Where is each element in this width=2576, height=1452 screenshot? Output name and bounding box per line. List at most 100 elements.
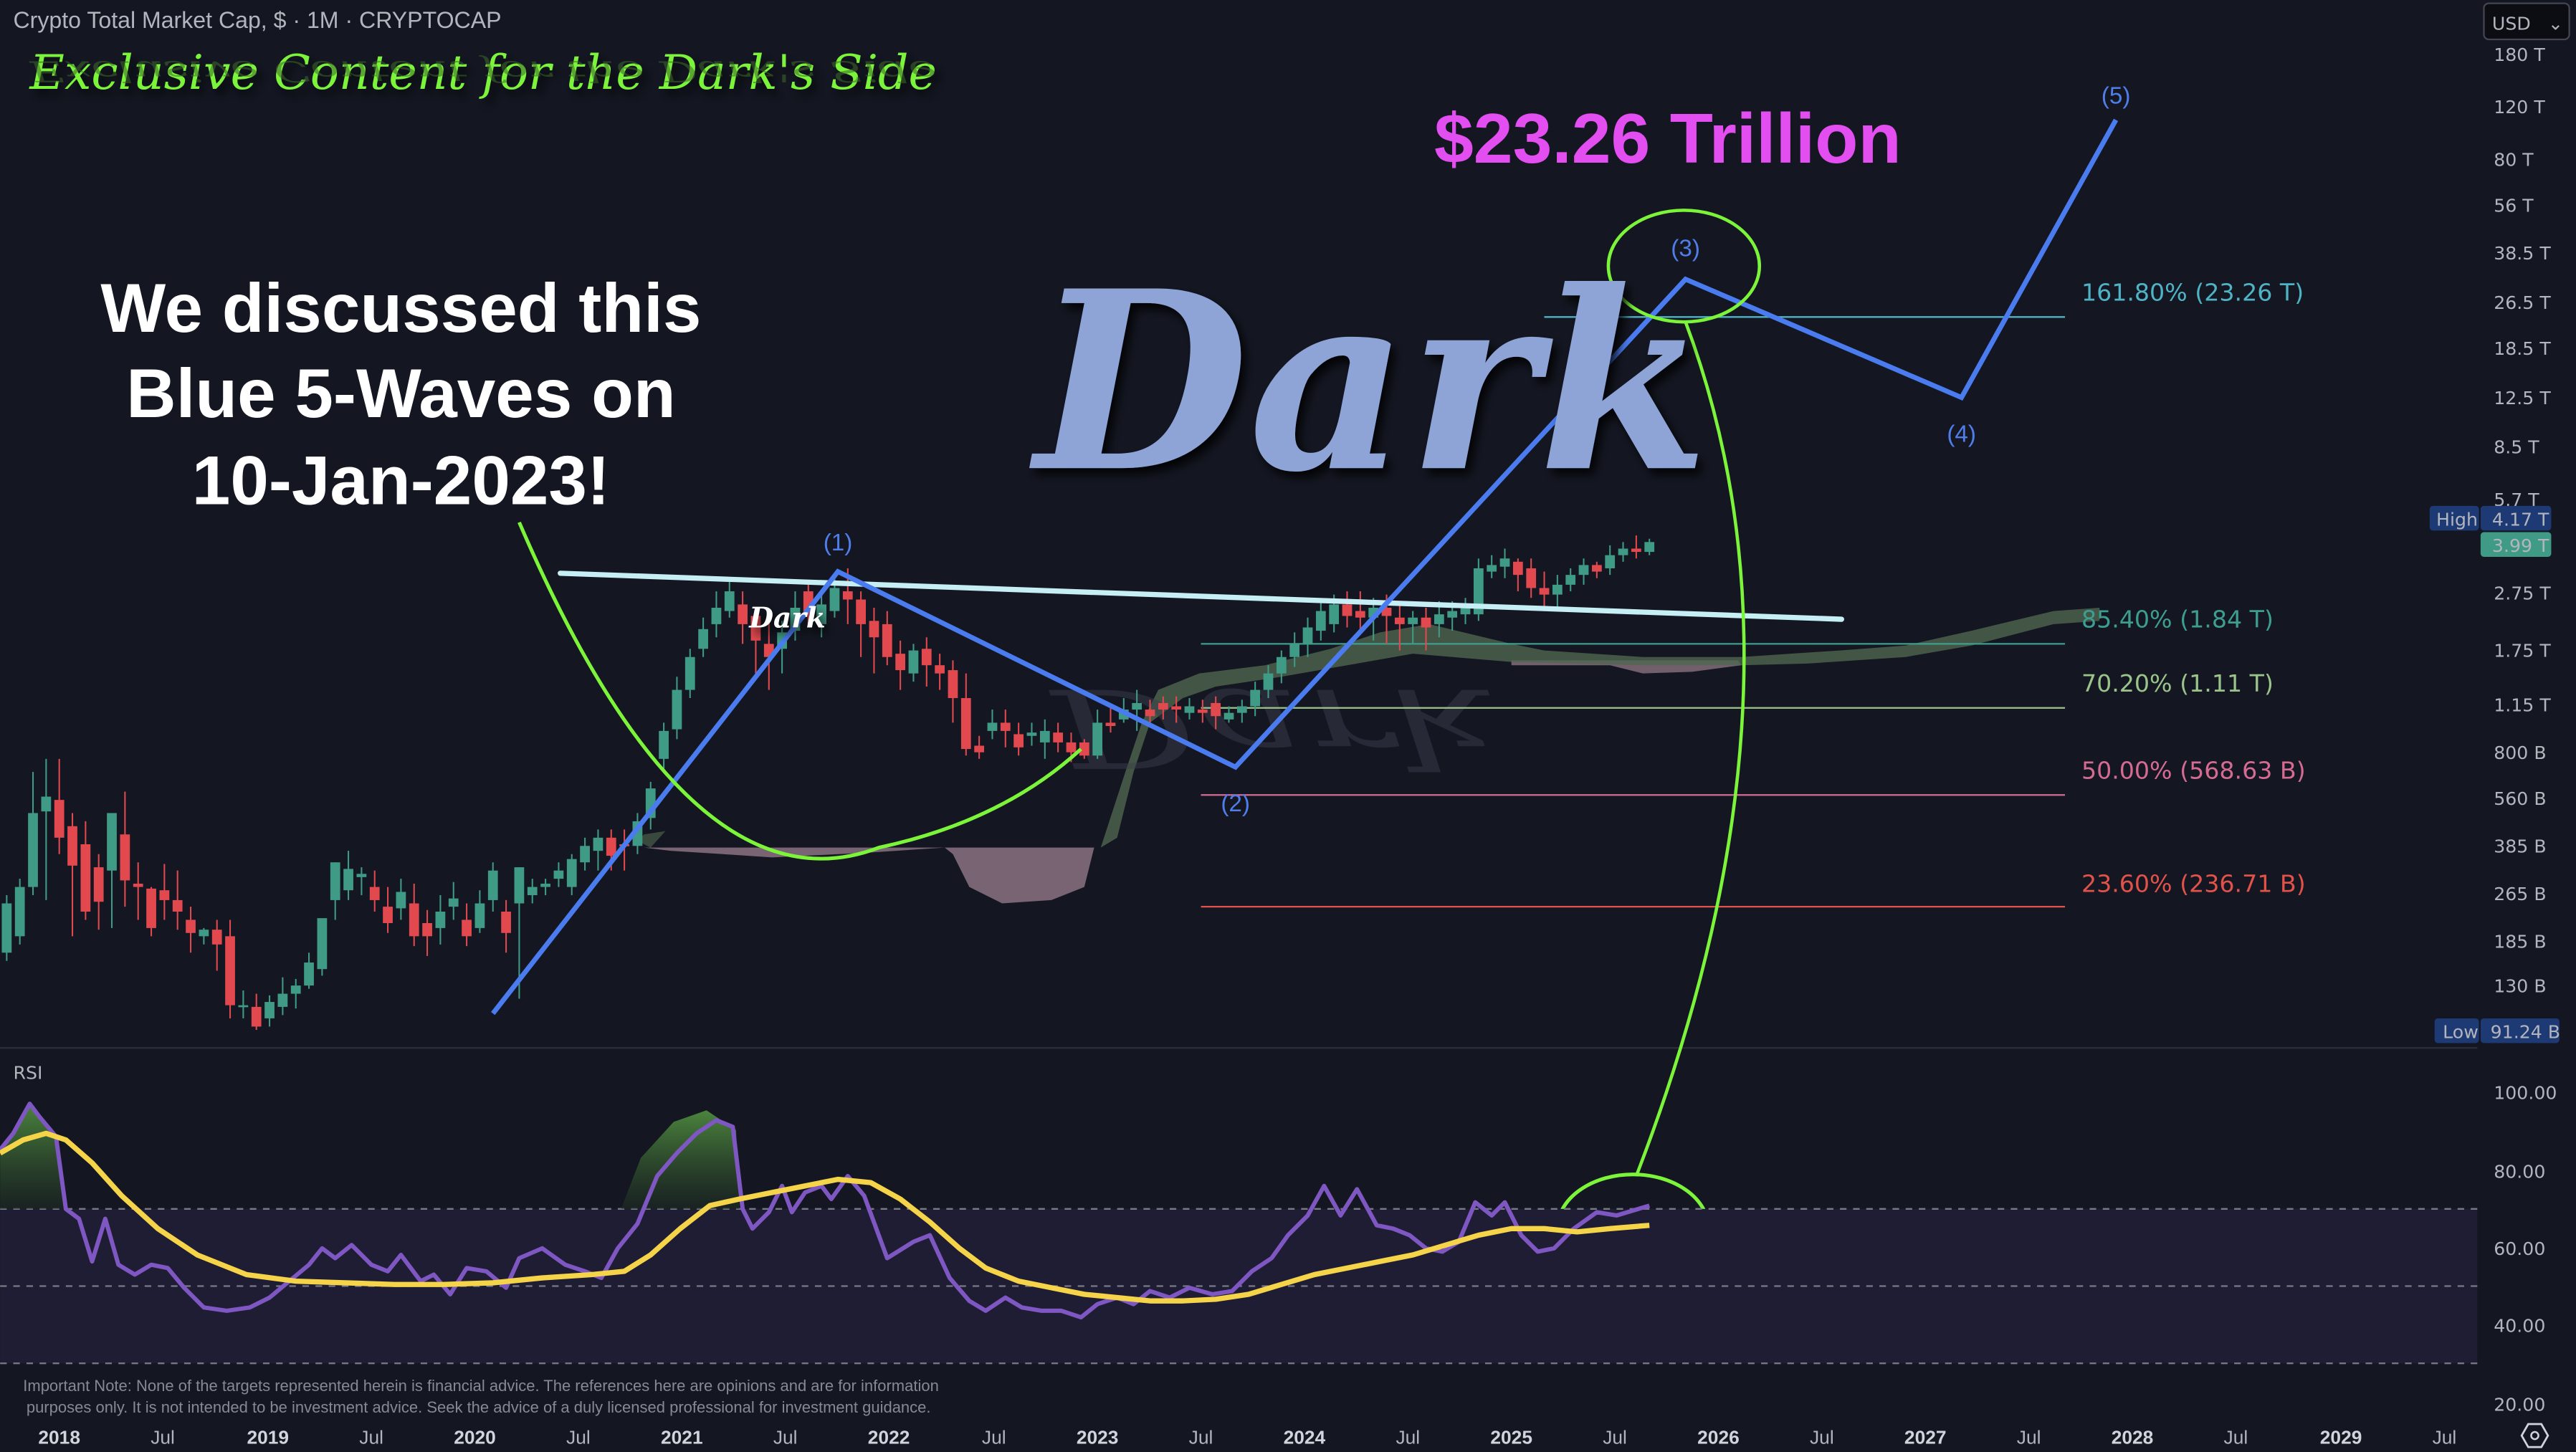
candle[interactable] — [1499, 558, 1510, 567]
candle[interactable] — [1092, 722, 1103, 756]
price-axis[interactable]: USD ⌄ 180 T 120 T 80 T 56 T 38.5 T 26.5 … — [2429, 2, 2570, 1043]
candle[interactable] — [1355, 611, 1365, 618]
candle[interactable] — [146, 888, 156, 928]
candle[interactable] — [93, 867, 104, 902]
candle[interactable] — [80, 844, 91, 912]
candle[interactable] — [672, 689, 682, 730]
rsi-axis[interactable]: 100.00 80.00 60.00 40.00 20.00 — [2494, 1082, 2557, 1415]
candle[interactable] — [54, 800, 65, 838]
candle[interactable] — [1289, 644, 1300, 657]
candle[interactable] — [1618, 548, 1628, 555]
candle[interactable] — [1053, 732, 1064, 742]
candle[interactable] — [277, 993, 288, 1007]
candle[interactable] — [540, 884, 550, 887]
candle[interactable] — [1487, 565, 1497, 572]
candle[interactable] — [684, 656, 695, 690]
candlestick-series[interactable] — [1, 535, 1655, 1030]
candle[interactable] — [14, 887, 25, 937]
candle[interactable] — [738, 604, 748, 624]
candle[interactable] — [1591, 565, 1602, 572]
candle[interactable] — [921, 649, 932, 666]
rsi-line[interactable] — [0, 1102, 1651, 1320]
candle[interactable] — [501, 911, 511, 933]
candle[interactable] — [935, 665, 945, 674]
candle[interactable] — [356, 874, 367, 877]
candle[interactable] — [553, 870, 564, 879]
candle[interactable] — [1263, 673, 1274, 690]
candle[interactable] — [1066, 742, 1077, 753]
candle[interactable] — [829, 588, 840, 611]
candle[interactable] — [1276, 656, 1287, 674]
candle[interactable] — [304, 963, 314, 986]
candle[interactable] — [606, 837, 616, 856]
candle[interactable] — [1578, 565, 1589, 575]
candle[interactable] — [1184, 706, 1195, 713]
candle[interactable] — [1394, 617, 1405, 624]
candle[interactable] — [1105, 722, 1116, 726]
candle[interactable] — [1631, 548, 1641, 553]
candle[interactable] — [1158, 702, 1168, 710]
currency-select[interactable]: USD ⌄ — [2483, 2, 2570, 41]
time-axis[interactable]: 2018 Jul 2019 Jul 2020 Jul 2021 Jul 2022… — [38, 1427, 2456, 1448]
candle[interactable] — [409, 903, 419, 937]
candle[interactable] — [1421, 617, 1431, 628]
symbol-title[interactable]: Crypto Total Market Cap, $ · 1M · CRYPTO… — [14, 7, 502, 33]
candle[interactable] — [580, 846, 590, 863]
candle[interactable] — [107, 813, 117, 871]
candle[interactable] — [514, 867, 525, 904]
candle[interactable] — [1381, 607, 1392, 616]
candle[interactable] — [317, 918, 328, 970]
candle[interactable] — [1, 903, 12, 953]
trendline-resistance[interactable] — [558, 570, 1845, 622]
candle[interactable] — [290, 985, 301, 994]
candle[interactable] — [264, 1002, 275, 1018]
candle[interactable] — [251, 1006, 262, 1027]
candle[interactable] — [1526, 568, 1537, 588]
candle[interactable] — [566, 859, 577, 887]
settings-icon[interactable] — [2520, 1423, 2549, 1448]
candle[interactable] — [435, 911, 446, 928]
candle[interactable] — [1132, 702, 1142, 710]
candle[interactable] — [882, 624, 892, 657]
candle[interactable] — [28, 813, 38, 887]
candle[interactable] — [527, 887, 538, 896]
candle[interactable] — [474, 903, 485, 928]
candle[interactable] — [960, 698, 971, 750]
candle[interactable] — [448, 898, 459, 907]
candle[interactable] — [1552, 584, 1563, 595]
candle[interactable] — [199, 930, 209, 937]
candle[interactable] — [895, 654, 905, 671]
candle[interactable] — [1013, 734, 1024, 748]
connector-arc[interactable] — [1634, 321, 1746, 1177]
candle[interactable] — [383, 907, 393, 924]
candle[interactable] — [487, 870, 498, 900]
candle[interactable] — [908, 650, 919, 674]
candle[interactable] — [1039, 730, 1050, 742]
candle[interactable] — [1565, 575, 1576, 585]
candle[interactable] — [211, 930, 222, 945]
candle[interactable] — [842, 591, 853, 600]
candle[interactable] — [1197, 710, 1208, 713]
candle[interactable] — [750, 616, 761, 641]
candle[interactable] — [67, 826, 77, 866]
candle[interactable] — [1211, 702, 1221, 717]
candle[interactable] — [1342, 604, 1353, 616]
candle[interactable] — [1605, 555, 1616, 568]
rsi-pane[interactable]: RSI — [0, 1063, 2478, 1365]
candle[interactable] — [120, 834, 130, 881]
cup-arc[interactable] — [517, 521, 1082, 861]
candle[interactable] — [724, 591, 735, 611]
candle[interactable] — [816, 604, 826, 624]
candle[interactable] — [159, 890, 170, 900]
candle[interactable] — [462, 920, 472, 937]
candle[interactable] — [1171, 706, 1182, 710]
candle[interactable] — [1447, 611, 1458, 618]
candle[interactable] — [856, 599, 866, 624]
candle[interactable] — [1460, 607, 1471, 615]
candle[interactable] — [711, 607, 722, 624]
candle[interactable] — [1408, 617, 1418, 624]
candle[interactable] — [869, 621, 879, 638]
candle[interactable] — [330, 862, 340, 900]
